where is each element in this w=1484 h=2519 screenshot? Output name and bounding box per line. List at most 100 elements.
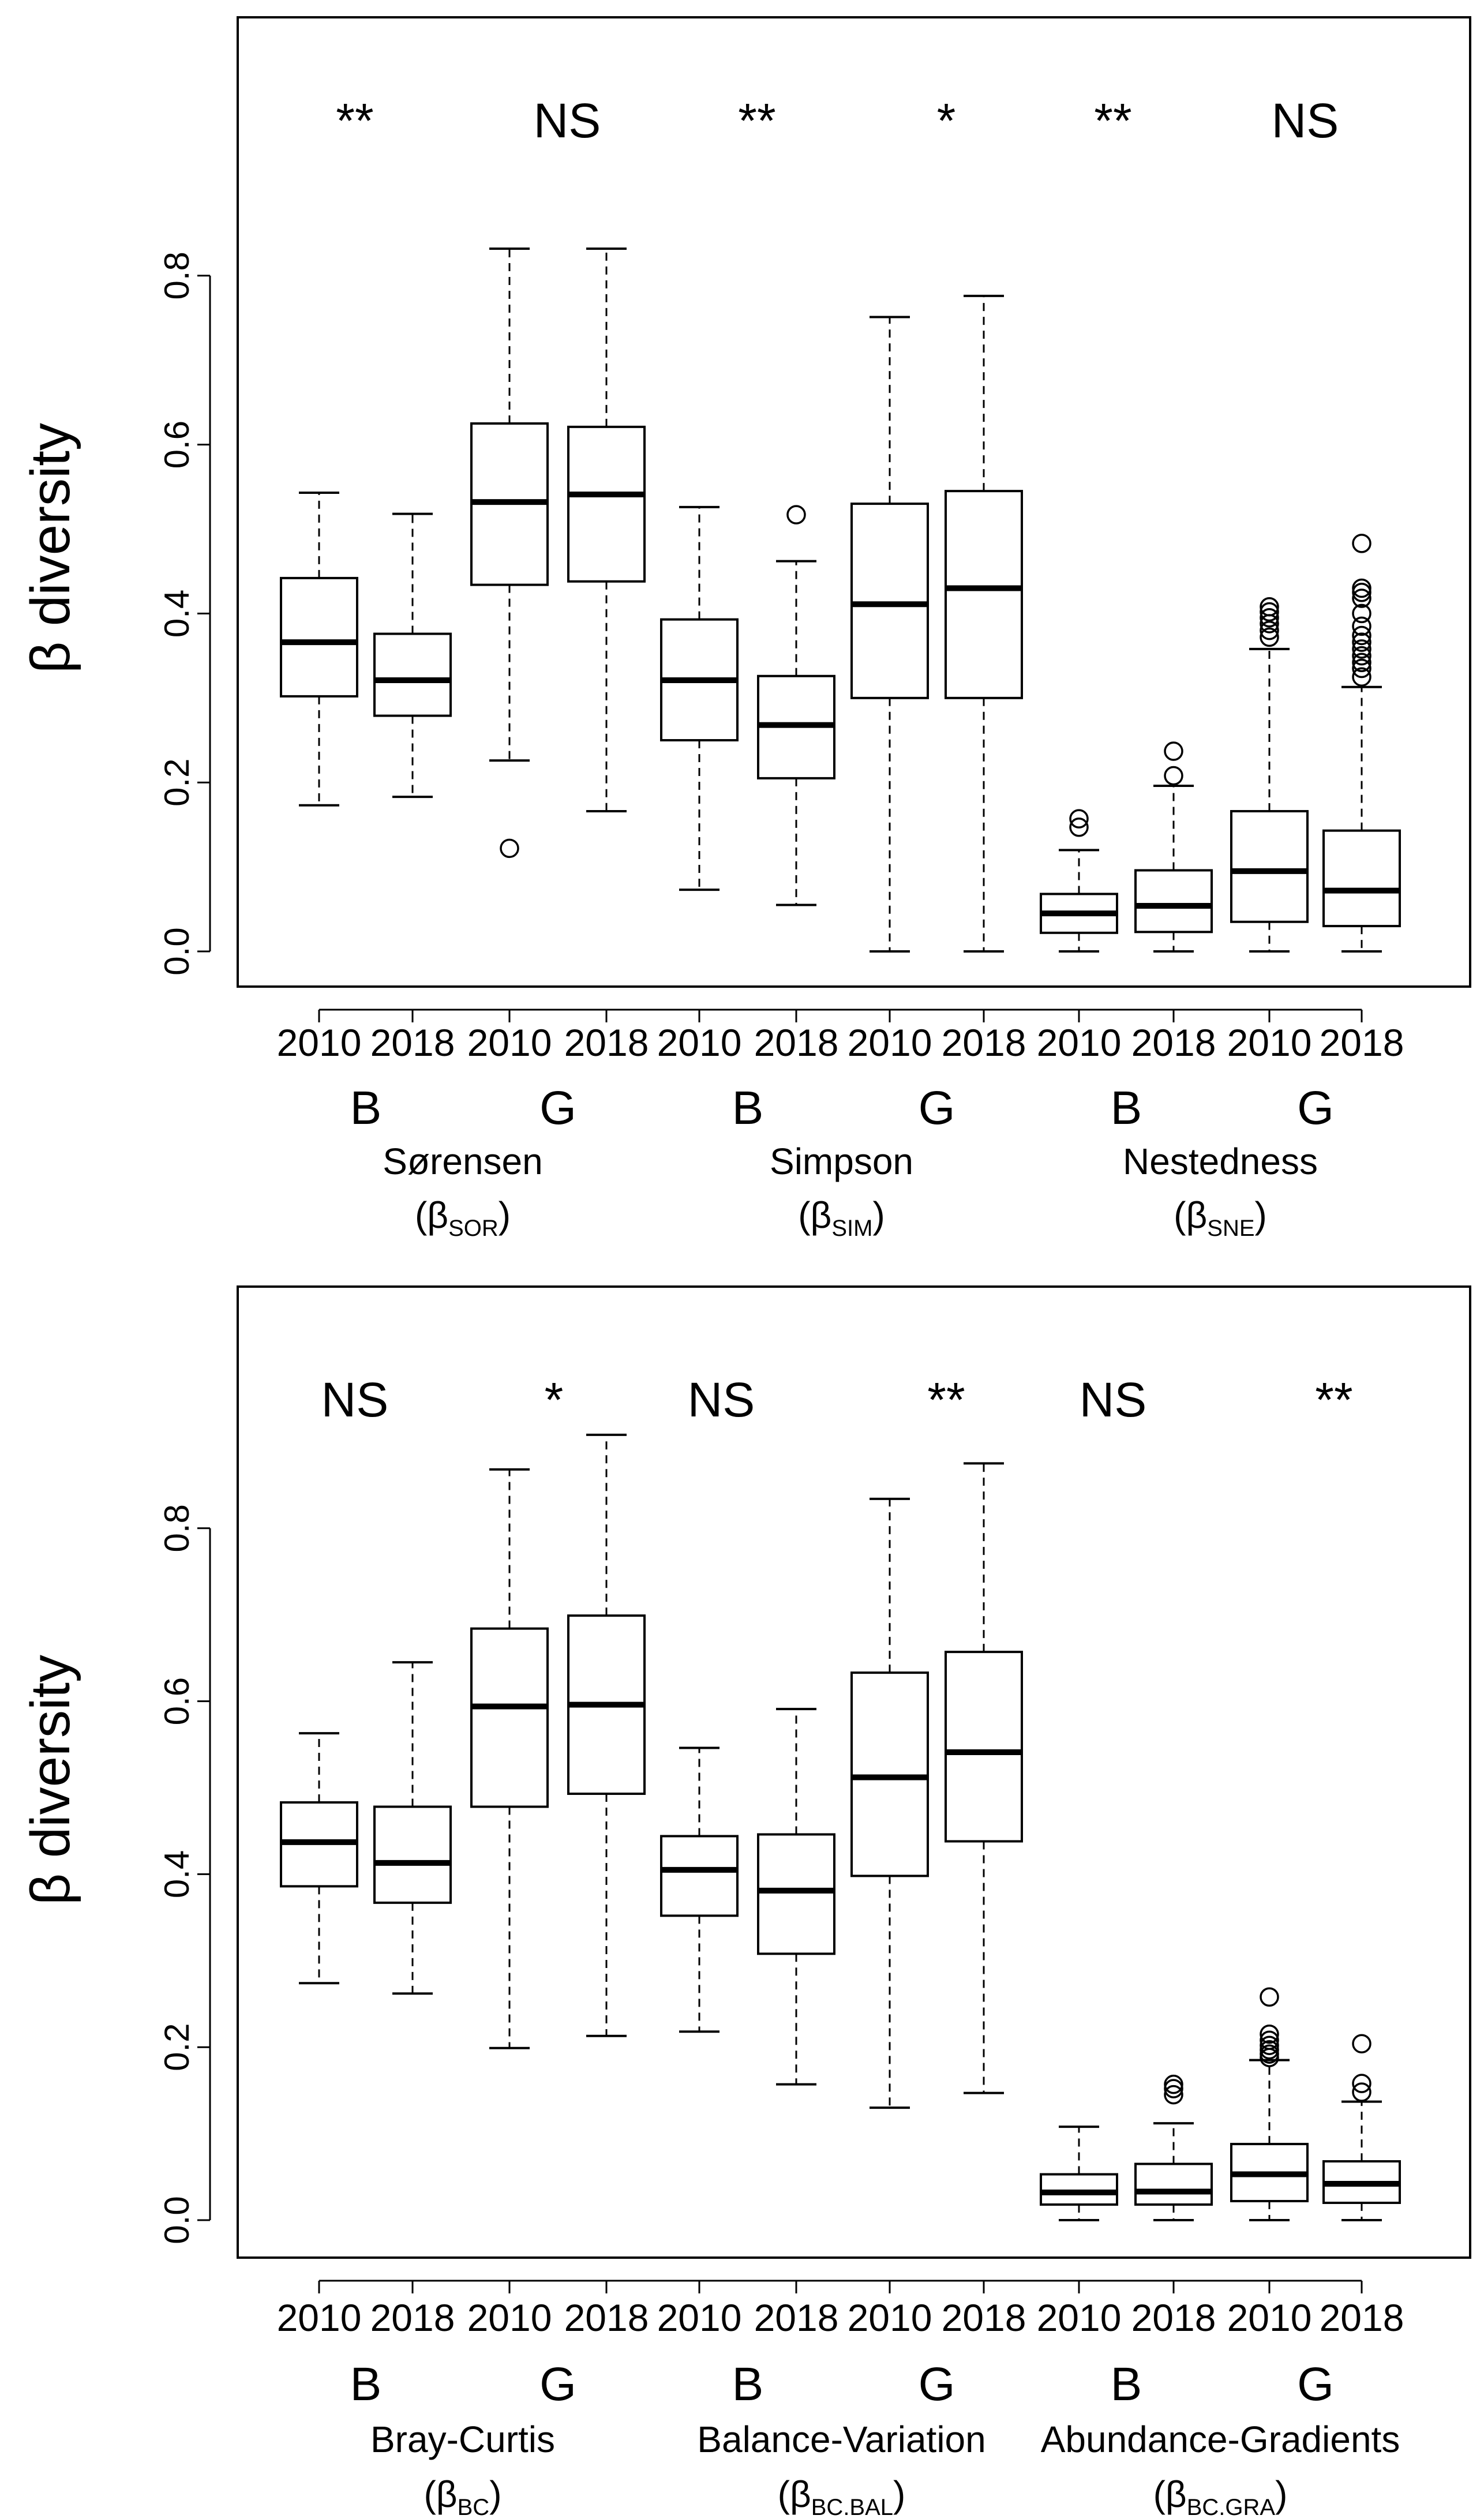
iqr-box bbox=[850, 503, 929, 699]
box-10 bbox=[1230, 597, 1309, 953]
outlier-point bbox=[1352, 578, 1371, 598]
x-tick-label: 2010 bbox=[1227, 2296, 1312, 2339]
paren-open: ( bbox=[778, 2473, 790, 2515]
x-tick-label: 2018 bbox=[754, 1021, 839, 1064]
box-2 bbox=[470, 247, 549, 859]
x-tick-label: 2010 bbox=[277, 2296, 362, 2339]
x-tick-label: 2018 bbox=[564, 1021, 649, 1064]
significance-label: NS bbox=[534, 93, 601, 148]
iqr-box bbox=[373, 1805, 452, 1904]
significance-label: ** bbox=[927, 1373, 965, 1427]
index-symbol: (βBC.GRA) bbox=[1153, 2473, 1288, 2519]
x-tick-label: 2018 bbox=[942, 2296, 1026, 2339]
outlier-point bbox=[1352, 588, 1371, 608]
outlier-point bbox=[1260, 1987, 1279, 2007]
outlier-point bbox=[1260, 597, 1279, 617]
x-tick-label: 2010 bbox=[657, 1021, 742, 1064]
paren-close: ) bbox=[499, 1194, 511, 1236]
iqr-box bbox=[567, 425, 646, 583]
significance-label: NS bbox=[688, 1373, 755, 1427]
y-tick-label: 0.2 bbox=[158, 2023, 196, 2071]
outlier-point bbox=[1352, 603, 1371, 624]
outlier-point bbox=[1352, 646, 1371, 666]
site-label: B bbox=[732, 1082, 764, 1134]
iqr-box bbox=[280, 576, 358, 698]
index-symbol: (βSNE) bbox=[1174, 1194, 1267, 1241]
index-symbol: (βBC) bbox=[424, 2473, 501, 2519]
site-label: G bbox=[919, 1082, 955, 1134]
index-symbol: (βBC.BAL) bbox=[778, 2473, 906, 2519]
x-tick-label: 2010 bbox=[848, 1021, 932, 1064]
outlier-point bbox=[1260, 2030, 1279, 2050]
paren-open: ( bbox=[424, 2473, 436, 2515]
y-tick-label: 0.0 bbox=[158, 2196, 196, 2244]
significance-label: NS bbox=[1080, 1373, 1147, 1427]
x-tick-label: 2018 bbox=[1131, 2296, 1216, 2339]
outlier-point bbox=[1352, 625, 1371, 646]
beta-symbol: β bbox=[811, 1194, 832, 1236]
y-tick-label: 0.8 bbox=[158, 1504, 196, 1552]
index-name: Abundance-Gradients bbox=[1041, 2419, 1400, 2460]
index-name: Balance-Variation bbox=[697, 2419, 985, 2460]
y-axis-label: β diversity bbox=[20, 423, 81, 673]
outlier-point bbox=[1260, 627, 1279, 647]
site-label: B bbox=[350, 1082, 382, 1134]
box-3 bbox=[567, 247, 646, 812]
x-tick-label: 2010 bbox=[657, 2296, 742, 2339]
x-tick-label: 2018 bbox=[754, 2296, 839, 2339]
box-8 bbox=[1040, 809, 1118, 953]
iqr-box bbox=[470, 1627, 549, 1808]
outlier-point bbox=[1164, 2074, 1183, 2094]
y-tick-label: 0.4 bbox=[158, 590, 196, 638]
outlier-point bbox=[1352, 658, 1371, 679]
y-tick-label: 0.6 bbox=[158, 1677, 196, 1725]
outlier-point bbox=[1352, 2034, 1371, 2053]
y-tick-label: 0.0 bbox=[158, 927, 196, 975]
index-symbol: (βSIM) bbox=[798, 1194, 885, 1241]
index-symbol: (βSOR) bbox=[415, 1194, 511, 1241]
box-1 bbox=[373, 512, 452, 799]
x-tick-label: 2010 bbox=[1037, 1021, 1122, 1064]
site-label: G bbox=[539, 2358, 576, 2411]
box-0 bbox=[280, 1732, 358, 1985]
iqr-box bbox=[1322, 829, 1401, 928]
x-tick-label: 2010 bbox=[467, 2296, 552, 2339]
paren-open: ( bbox=[1174, 1194, 1186, 1236]
box-1 bbox=[373, 1661, 452, 1995]
paren-close: ) bbox=[872, 1194, 885, 1236]
plot-frame bbox=[237, 16, 1471, 988]
index-subscript: SNE bbox=[1207, 1216, 1254, 1241]
paren-close: ) bbox=[1255, 1194, 1267, 1236]
index-subscript: SOR bbox=[448, 1216, 499, 1241]
beta-symbol: β bbox=[427, 1194, 448, 1236]
beta-symbol: β bbox=[436, 2473, 458, 2515]
outlier-point bbox=[1352, 653, 1371, 673]
outlier-point bbox=[786, 505, 806, 524]
x-tick-label: 2018 bbox=[1320, 2296, 1404, 2339]
significance-label: * bbox=[545, 1373, 564, 1427]
outlier-point bbox=[1164, 741, 1183, 761]
outlier-point bbox=[1352, 2082, 1371, 2102]
y-tick-label: 0.2 bbox=[158, 758, 196, 806]
significance-label: NS bbox=[1272, 93, 1339, 148]
outlier-point bbox=[1260, 602, 1279, 622]
index-name: Sørensen bbox=[383, 1141, 542, 1182]
box-4 bbox=[660, 1746, 739, 2033]
outlier-point bbox=[1352, 2074, 1371, 2093]
box-8 bbox=[1040, 2126, 1118, 2221]
iqr-box bbox=[373, 632, 452, 717]
iqr-box bbox=[945, 1651, 1023, 1843]
x-tick-label: 2018 bbox=[370, 1021, 455, 1064]
significance-label: ** bbox=[1094, 93, 1131, 148]
paren-open: ( bbox=[1153, 2473, 1166, 2515]
iqr-box bbox=[1040, 2173, 1118, 2206]
outlier-point bbox=[1164, 766, 1183, 786]
index-name: Simpson bbox=[770, 1141, 913, 1182]
outlier-point bbox=[1260, 2044, 1279, 2064]
iqr-box bbox=[850, 1671, 929, 1877]
box-4 bbox=[660, 505, 739, 891]
outlier-point bbox=[1260, 2036, 1279, 2055]
